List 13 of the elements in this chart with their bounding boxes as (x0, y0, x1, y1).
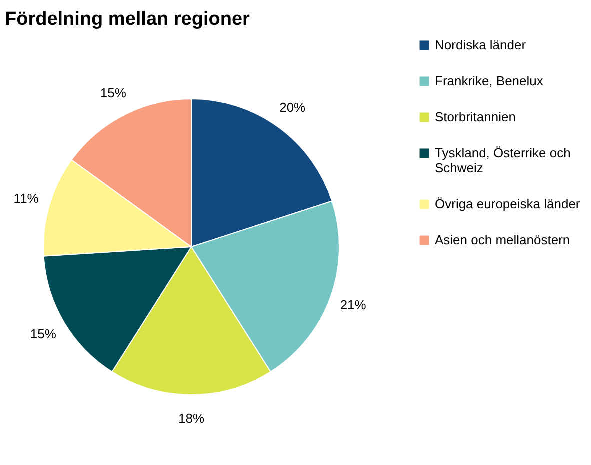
data-label: 18% (178, 411, 205, 426)
chart-title: Fördelning mellan regioner (5, 9, 251, 30)
legend-label: Övriga europeiska länder (435, 196, 581, 212)
data-label: 15% (100, 86, 127, 101)
data-label: 20% (280, 100, 306, 115)
legend-label: Nordiska länder (435, 38, 527, 52)
legend-label: Storbritannien (435, 110, 516, 124)
data-label: 11% (14, 191, 40, 206)
data-label: 15% (30, 326, 57, 342)
data-label: 21% (340, 297, 367, 312)
legend-label: Tyskland, Österrike och Schweiz (435, 146, 571, 176)
legend-label: Frankrike, Benelux (435, 74, 544, 88)
legend-label: Asien och mellanöstern (435, 232, 570, 248)
